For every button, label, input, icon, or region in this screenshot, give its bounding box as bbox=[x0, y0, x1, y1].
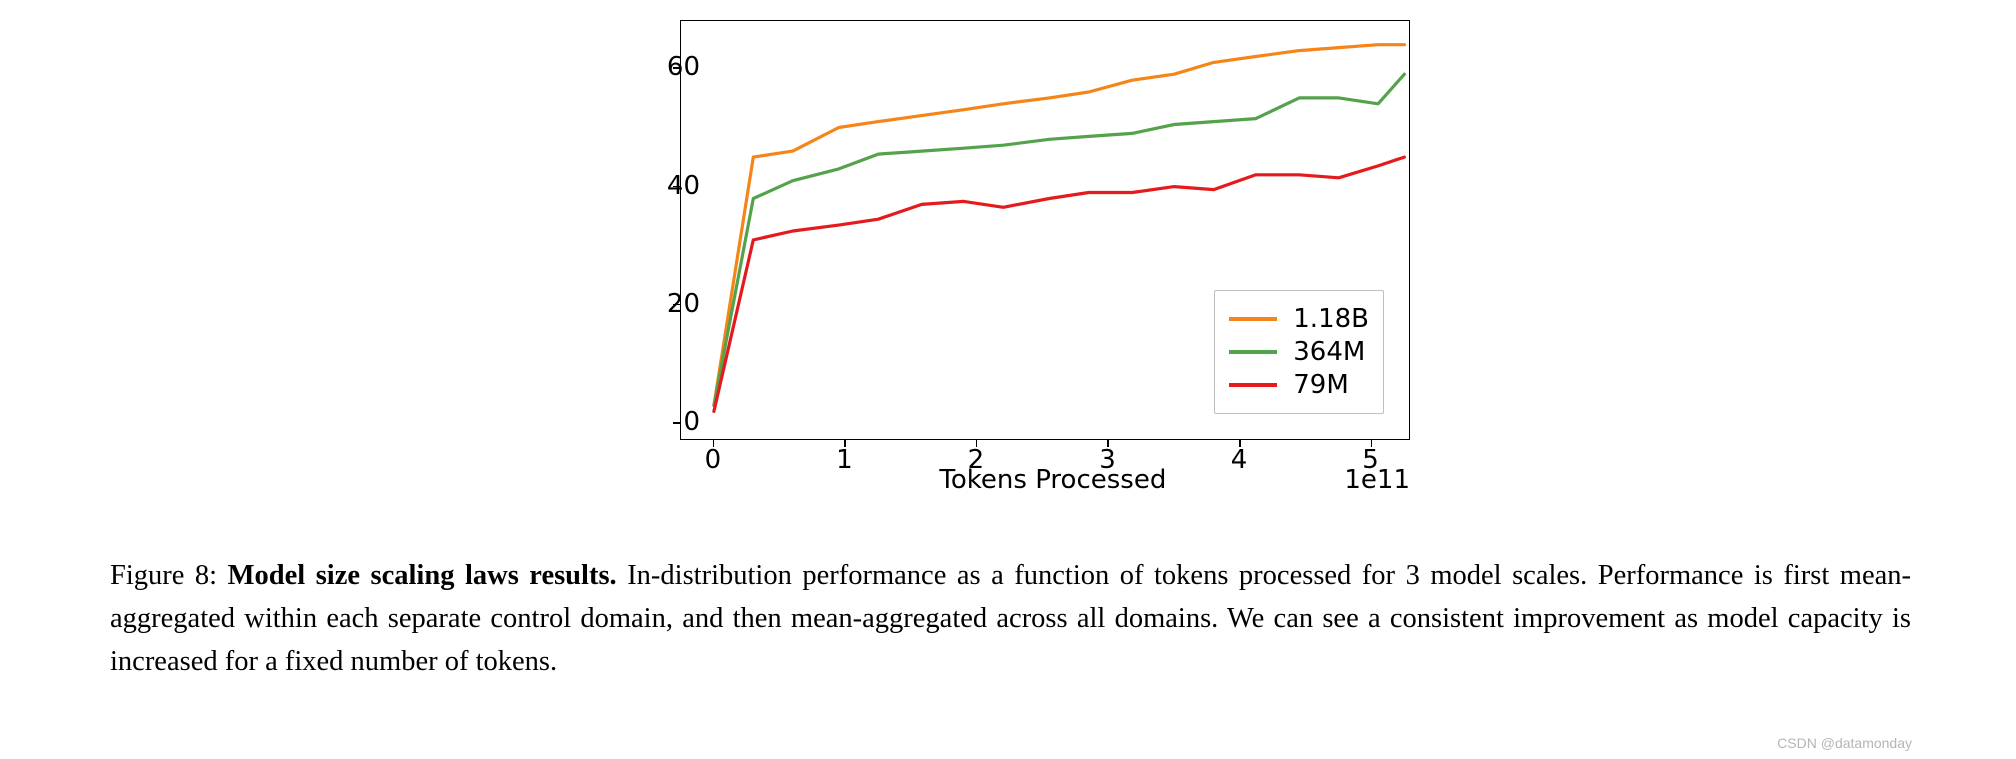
legend-label-1: 364M bbox=[1293, 337, 1365, 367]
watermark: CSDN @datamonday bbox=[1777, 735, 1912, 751]
legend-item-2: 79M bbox=[1229, 370, 1369, 400]
y-tick-label: 0 bbox=[650, 407, 700, 437]
x-tick-label: 3 bbox=[1099, 445, 1116, 475]
x-tick-label: 1 bbox=[836, 445, 853, 475]
legend-label-0: 1.18B bbox=[1293, 304, 1369, 334]
x-tick-label: 0 bbox=[705, 445, 722, 475]
y-tick-label: 40 bbox=[650, 171, 700, 201]
chart-container: Mean Normalized Score (%) Tokens Process… bbox=[575, 5, 1440, 495]
legend-swatch-2 bbox=[1229, 383, 1277, 387]
x-tick-label: 4 bbox=[1231, 445, 1248, 475]
caption-title: Model size scaling laws results. bbox=[228, 560, 617, 591]
legend-item-0: 1.18B bbox=[1229, 304, 1369, 334]
legend: 1.18B 364M 79M bbox=[1214, 290, 1384, 414]
plot-area: 1.18B 364M 79M bbox=[680, 20, 1410, 440]
legend-swatch-1 bbox=[1229, 350, 1277, 354]
legend-swatch-0 bbox=[1229, 317, 1277, 321]
figure-caption: Figure 8: Model size scaling laws result… bbox=[110, 555, 1911, 683]
x-tick-label: 5 bbox=[1362, 445, 1379, 475]
y-tick-label: 60 bbox=[650, 52, 700, 82]
caption-label: Figure 8: bbox=[110, 560, 217, 591]
x-tick-label: 2 bbox=[968, 445, 985, 475]
y-tick-label: 20 bbox=[650, 289, 700, 319]
legend-item-1: 364M bbox=[1229, 337, 1369, 367]
legend-label-2: 79M bbox=[1293, 370, 1349, 400]
